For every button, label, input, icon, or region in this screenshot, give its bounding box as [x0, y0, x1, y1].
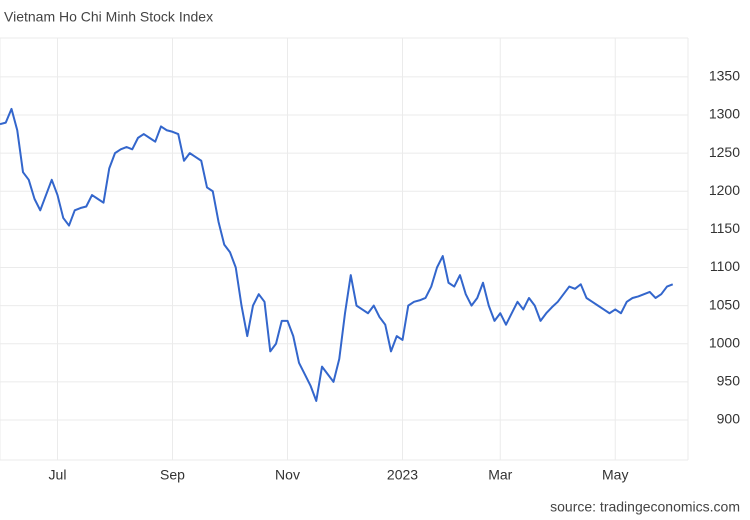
- y-tick-label: 1050: [709, 296, 740, 312]
- y-tick-label: 1000: [709, 334, 740, 350]
- x-tick-label: Mar: [488, 467, 512, 483]
- y-tick-label: 1300: [709, 106, 740, 122]
- y-tick-label: 1100: [710, 258, 740, 274]
- x-tick-label: May: [602, 467, 628, 483]
- source: source: tradingeconomics.com: [550, 499, 740, 515]
- x-tick-label: Nov: [275, 467, 300, 483]
- y-tick-label: 1150: [710, 220, 740, 236]
- chart-title: Vietnam Ho Chi Minh Stock Index: [4, 9, 213, 25]
- x-tick-label: 2023: [387, 467, 418, 483]
- y-tick-label: 1350: [709, 68, 740, 84]
- y-tick-label: 900: [717, 411, 741, 427]
- x-tick-label: Sep: [160, 467, 185, 483]
- x-tick-label: Jul: [49, 467, 67, 483]
- y-tick-label: 1250: [709, 144, 740, 160]
- y-tick-label: 950: [717, 373, 741, 389]
- series-line: [0, 107, 674, 402]
- y-tick-label: 1200: [709, 182, 740, 198]
